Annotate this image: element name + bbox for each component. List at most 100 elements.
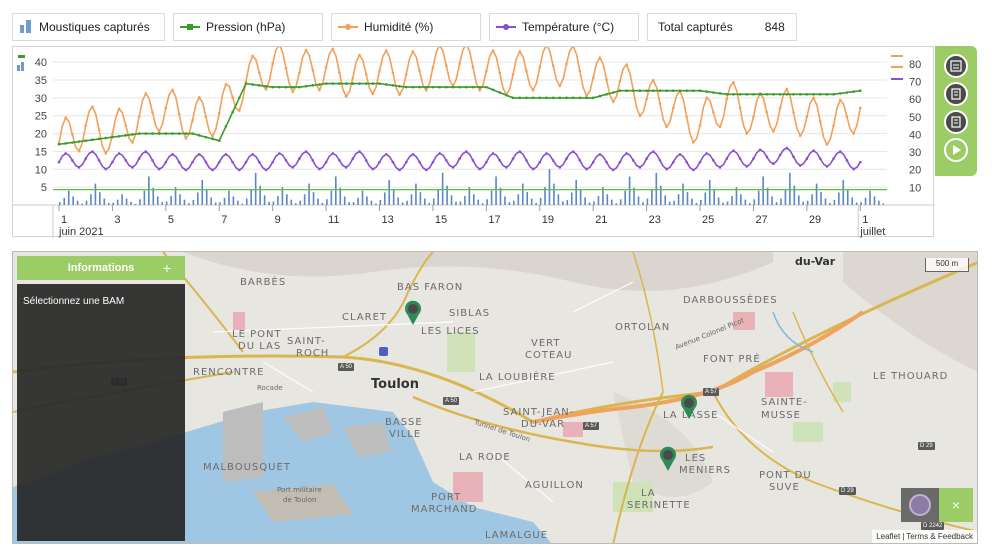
csv-export-icon[interactable] xyxy=(944,54,968,78)
pressure-line-point xyxy=(645,89,648,93)
mosquito-bar xyxy=(468,187,471,205)
humidity-line-point xyxy=(738,106,742,110)
x-tick-label: 15 xyxy=(435,214,447,226)
humidity-line-point xyxy=(298,71,301,74)
pressure-line-point xyxy=(157,132,161,135)
mosquito-bar xyxy=(250,188,253,205)
humidity-line-point xyxy=(692,141,695,144)
humidity-line-point xyxy=(237,109,241,112)
mosquito-bar xyxy=(214,202,217,205)
notes-edit-icon[interactable] xyxy=(944,110,968,134)
mosquito-bar xyxy=(237,200,239,205)
temperature-line-point xyxy=(64,152,67,155)
mosquito-bar xyxy=(450,195,453,205)
play-icon[interactable] xyxy=(944,138,968,162)
pressure-line-point xyxy=(491,88,495,92)
humidity-line-point xyxy=(618,80,622,83)
mosquito-bar xyxy=(370,200,373,205)
humidity-line-point xyxy=(712,111,715,114)
mosquito-bar xyxy=(797,195,800,205)
temperature-line-point xyxy=(712,159,715,162)
mosquito-bar xyxy=(544,187,546,205)
expand-icon[interactable]: + xyxy=(162,260,171,276)
mosquito-bar xyxy=(290,199,293,205)
humidity-line-point xyxy=(204,115,208,119)
humidity-line-point xyxy=(645,97,648,101)
mosquito-bar xyxy=(575,180,577,205)
mosquito-bar xyxy=(375,203,377,205)
mosquito-bar xyxy=(686,192,689,205)
humidity-line-point xyxy=(858,106,862,110)
map-label: Basse xyxy=(385,417,423,428)
temperature-line-point xyxy=(378,160,381,164)
mosquito-bar xyxy=(161,202,163,205)
map-label: Marchand xyxy=(411,504,478,515)
pressure-line-point xyxy=(832,92,835,96)
notes-icon[interactable] xyxy=(944,82,968,106)
humidity-line-point xyxy=(71,133,74,136)
terms-link[interactable]: Terms & Feedback xyxy=(906,532,973,541)
legend-humidity-label: Humidité (%) xyxy=(364,20,434,34)
temperature-line-point xyxy=(718,166,722,169)
time-series-chart[interactable]: 5 10 15 20 25 30 35 40 10 20 30 40 50 60 70 80 1 3 5 7 9 11 13… xyxy=(12,46,935,238)
mosquito-bar xyxy=(401,202,404,205)
legend-pressure[interactable]: Pression (hPa) xyxy=(173,13,323,41)
legend-mosquitoes[interactable]: Moustiques capturés xyxy=(12,13,165,41)
legend-humidity[interactable]: Humidité (%) xyxy=(331,13,481,41)
pressure-line-point xyxy=(511,96,515,100)
humidity-line-point xyxy=(431,66,435,69)
trap-marker[interactable] xyxy=(680,394,698,420)
pressure-line-point xyxy=(97,137,101,141)
temperature-line-point xyxy=(458,157,461,160)
mosquito-bar xyxy=(81,203,83,205)
temperature-line-point xyxy=(805,157,809,160)
pressure-line-point xyxy=(124,134,128,137)
humidity-line-point xyxy=(625,63,628,67)
mosquito-bar xyxy=(303,194,306,205)
mosquito-bar xyxy=(317,198,319,205)
x-tick-label: 25 xyxy=(702,214,714,226)
mosquito-bar xyxy=(134,203,137,205)
mosquito-bar xyxy=(326,199,328,205)
mosquito-bar xyxy=(513,200,515,205)
mosquito-bar xyxy=(740,194,742,205)
leaflet-link[interactable]: Leaflet xyxy=(876,532,901,541)
x-tick-label: 13 xyxy=(382,214,394,226)
pressure-line-point xyxy=(291,85,295,89)
humidity-line-point xyxy=(812,96,815,100)
temperature-line-point xyxy=(645,157,648,160)
mosquito-bar xyxy=(352,202,355,205)
pressure-line-point xyxy=(785,92,789,96)
map-label: Les xyxy=(685,453,707,464)
mosquito-bar xyxy=(749,203,751,205)
mosquito-bar xyxy=(633,187,635,205)
trap-marker[interactable] xyxy=(404,300,422,326)
layer-switch-button[interactable] xyxy=(901,488,939,522)
pressure-line-point xyxy=(204,135,208,139)
mosquito-bar xyxy=(197,192,199,205)
mosquito-bar xyxy=(410,194,413,205)
pressure-line-point xyxy=(177,132,181,135)
pressure-line-point xyxy=(651,89,655,93)
temperature-line-point xyxy=(344,166,348,169)
humidity-line-point xyxy=(384,49,388,52)
trap-marker[interactable] xyxy=(659,446,677,472)
mosquito-bar xyxy=(343,196,346,205)
map-label: Coteau xyxy=(525,350,573,361)
temperature-line-point xyxy=(578,159,582,162)
pressure-line-point xyxy=(77,140,81,143)
pressure-line-point xyxy=(284,85,288,89)
map-label: Vert xyxy=(531,338,561,349)
temperature-line-point xyxy=(752,157,755,160)
legend-temperature[interactable]: Température (°C) xyxy=(489,13,639,41)
map-scale: 500 m xyxy=(925,258,969,272)
map-label: Bas Faron xyxy=(397,282,464,293)
pressure-line-point xyxy=(525,96,528,100)
mosquito-bar xyxy=(735,187,738,205)
info-panel-header[interactable]: Informations + xyxy=(17,256,185,280)
mosquito-bar xyxy=(232,196,235,205)
humidity-line-point xyxy=(792,111,795,114)
map-view[interactable]: Barbès Bas Faron Claret Siblas Les Lices… xyxy=(12,251,978,544)
pressure-line-point xyxy=(531,96,535,100)
close-button[interactable]: × xyxy=(939,488,973,522)
